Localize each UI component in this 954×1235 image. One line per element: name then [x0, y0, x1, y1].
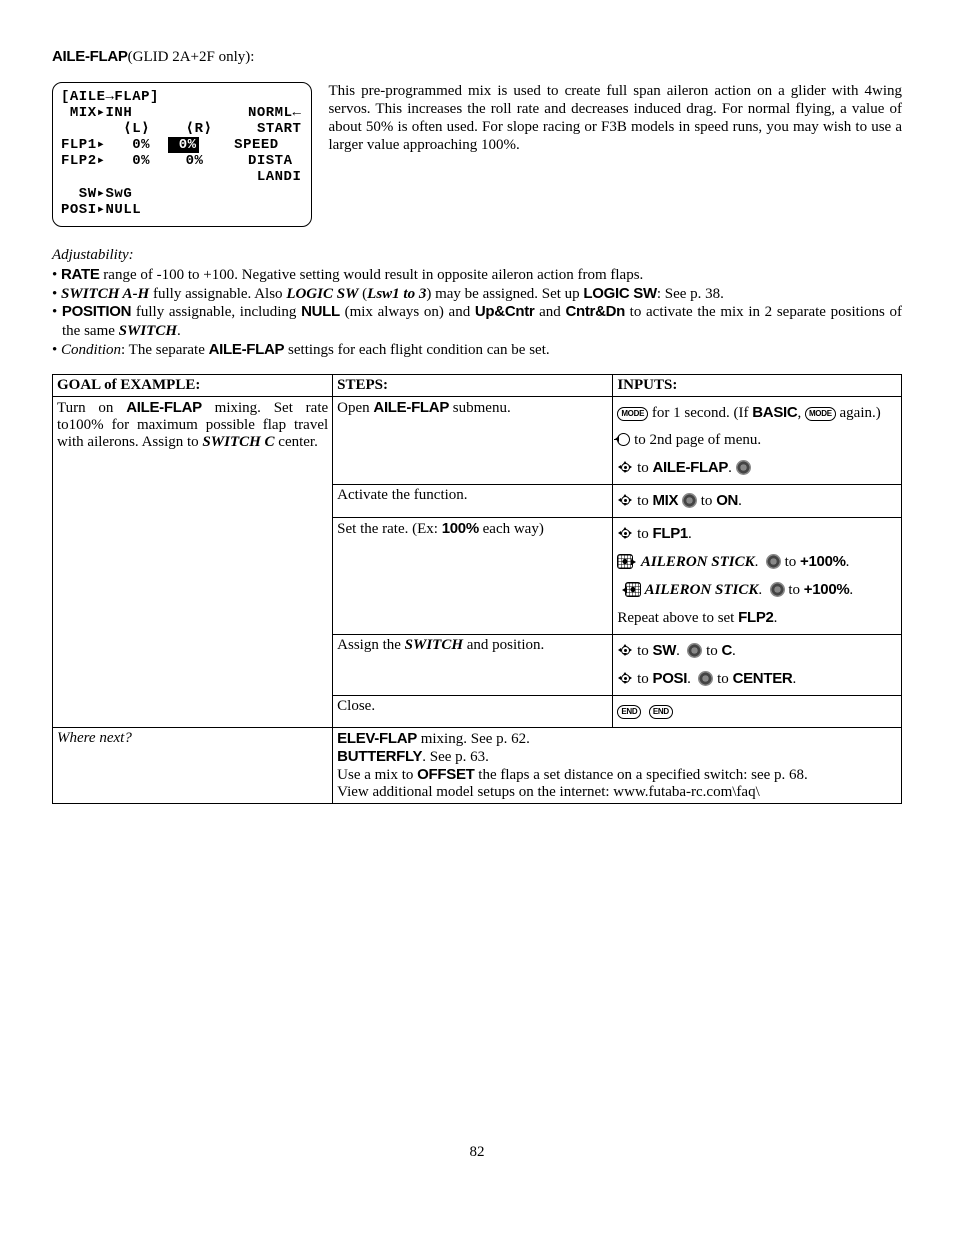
inputs-cell: to MIX to ON.: [613, 484, 902, 517]
adjustability-list: RATE range of -100 to +100. Negative set…: [52, 266, 902, 360]
mode-icon: MODE: [617, 407, 648, 421]
section-title: AILE-FLAP(GLID 2A+2F only):: [52, 48, 902, 66]
th-steps: STEPS:: [333, 374, 613, 396]
th-inputs: INPUTS:: [613, 374, 902, 396]
where-next-label: Where next?: [53, 727, 333, 803]
table-header-row: GOAL of EXAMPLE: STEPS: INPUTS:: [53, 374, 902, 396]
cursor-icon: [617, 526, 633, 540]
table-row: Turn on AILE-FLAP mixing. Set rate to100…: [53, 396, 902, 484]
knob-icon: [770, 582, 785, 597]
knob-icon: [736, 460, 751, 475]
example-table: GOAL of EXAMPLE: STEPS: INPUTS: Turn on …: [52, 374, 902, 804]
knob-icon: [687, 643, 702, 658]
goal-cell: Turn on AILE-FLAP mixing. Set rate to100…: [53, 396, 333, 727]
step-cell: Set the rate. (Ex: 100% each way): [333, 517, 613, 634]
th-goal: GOAL of EXAMPLE:: [53, 374, 333, 396]
cursor-icon: [617, 643, 633, 657]
lcd-screen: [AILE→FLAP] MIX▸INH NORML← ⟨L⟩ ⟨R⟩ START…: [52, 82, 312, 227]
stick-left-icon: [625, 582, 641, 597]
dial-icon: [617, 433, 630, 446]
adj-item-rate: RATE range of -100 to +100. Negative set…: [52, 266, 902, 285]
where-next-content: ELEV-FLAP mixing. See p. 62. BUTTERFLY. …: [333, 727, 902, 803]
cursor-icon: [617, 671, 633, 685]
adj-item-position: POSITION fully assignable, including NUL…: [52, 303, 902, 341]
top-row: [AILE→FLAP] MIX▸INH NORML← ⟨L⟩ ⟨R⟩ START…: [52, 82, 902, 227]
end-icon: END: [617, 705, 641, 719]
inputs-cell: MODE for 1 second. (If BASIC, MODE again…: [613, 396, 902, 484]
adj-item-condition: Condition: The separate AILE-FLAP settin…: [52, 341, 902, 360]
inputs-cell: END END: [613, 695, 902, 727]
stick-right-icon: [617, 554, 633, 569]
cursor-icon: [617, 460, 633, 474]
cursor-icon: [617, 493, 633, 507]
adj-item-switch: SWITCH A-H fully assignable. Also LOGIC …: [52, 285, 902, 304]
step-cell: Activate the function.: [333, 484, 613, 517]
mode-icon: MODE: [805, 407, 836, 421]
adjustability-heading: Adjustability:: [52, 247, 902, 264]
step-cell: Assign the SWITCH and position.: [333, 634, 613, 695]
description-text: This pre-programmed mix is used to creat…: [328, 82, 902, 154]
end-icon: END: [649, 705, 673, 719]
inputs-cell: to FLP1. AILERON STICK. to +100%. AILERO…: [613, 517, 902, 634]
knob-icon: [766, 554, 781, 569]
step-cell: Close.: [333, 695, 613, 727]
step-cell: Open AILE-FLAP submenu.: [333, 396, 613, 484]
inputs-cell: to SW. to C. to POSI. to CENTER.: [613, 634, 902, 695]
knob-icon: [682, 493, 697, 508]
knob-icon: [698, 671, 713, 686]
table-row: Where next? ELEV-FLAP mixing. See p. 62.…: [53, 727, 902, 803]
page-number: 82: [52, 1144, 902, 1161]
